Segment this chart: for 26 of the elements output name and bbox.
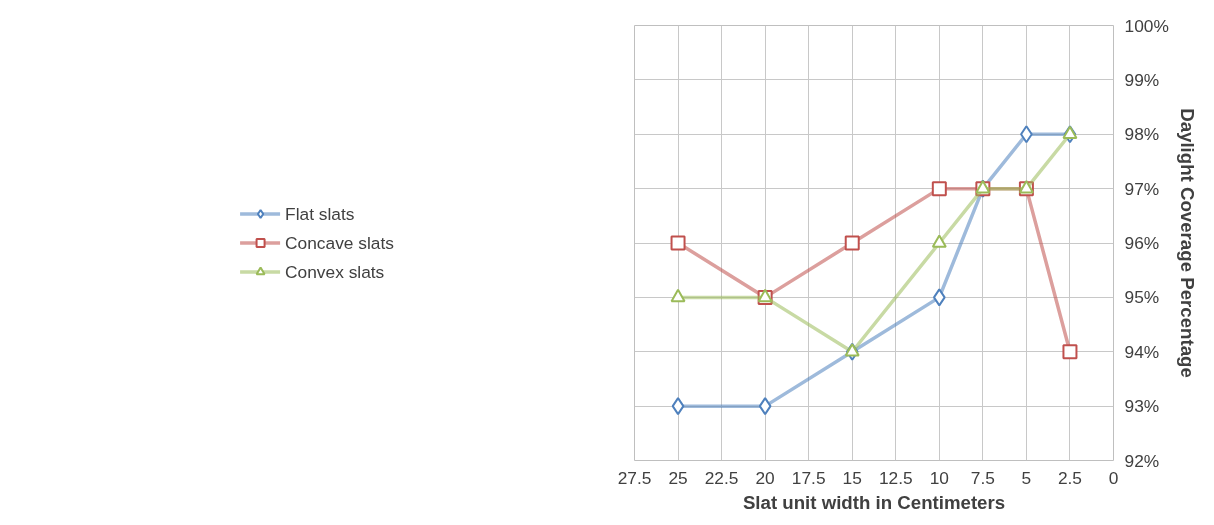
x-tick-label: 2.5 [1057,467,1082,488]
x-tick-label: 15 [842,467,862,488]
x-tick-label: 10 [929,467,949,488]
x-tick-label: 17.5 [791,467,826,488]
x-tick-label: 5 [1021,467,1032,488]
y-tick-label: 98% [1124,124,1160,145]
legend-label: Concave slats [285,232,394,253]
x-tick-label: 25 [668,467,688,488]
x-tick-label: 12.5 [878,467,913,488]
y-tick-label: 92% [1124,450,1160,471]
y-tick-label: 96% [1124,233,1160,253]
legend-label: Convex slats [285,261,385,282]
x-axis-title: Slat unit width in Centimeters [742,491,1006,513]
y-tick-label: 97% [1124,178,1160,199]
x-tick-label: 22.5 [704,467,739,488]
x-tick-label: 0 [1108,467,1119,488]
y-tick-label: 99% [1124,69,1160,90]
y-tick-label: 93% [1124,396,1160,417]
y-tick-label: 100% [1124,15,1169,36]
x-tick-label: 20 [755,467,775,488]
x-tick-label: 27.5 [617,467,652,488]
y-tick-label: 95% [1124,287,1160,308]
y-tick-label: 94% [1124,341,1160,362]
y-axis-title: Daylight Coverage Percentage [1176,108,1198,378]
legend-label: Flat slats [285,203,355,224]
x-tick-label: 7.5 [970,467,995,488]
